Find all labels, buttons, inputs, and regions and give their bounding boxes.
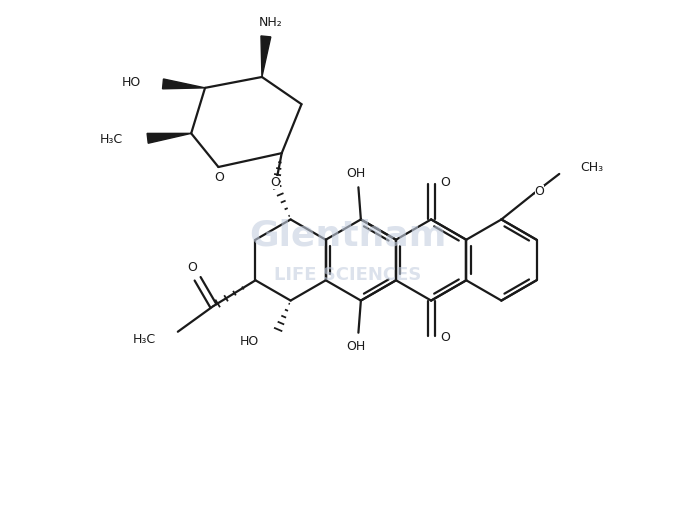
Text: O: O <box>535 185 544 198</box>
Polygon shape <box>261 36 271 77</box>
Text: OH: OH <box>347 167 365 180</box>
Text: H₃C: H₃C <box>132 333 156 346</box>
Text: O: O <box>270 176 280 189</box>
Text: H₃C: H₃C <box>100 133 123 146</box>
Text: O: O <box>214 172 224 185</box>
Text: OH: OH <box>347 340 365 353</box>
Text: O: O <box>188 262 198 275</box>
Polygon shape <box>147 133 191 143</box>
Text: HO: HO <box>240 335 260 348</box>
Text: CH₃: CH₃ <box>580 162 603 175</box>
Text: O: O <box>440 176 450 189</box>
Text: LIFE SCIENCES: LIFE SCIENCES <box>274 266 422 284</box>
Polygon shape <box>163 79 205 89</box>
Text: HO: HO <box>122 76 141 89</box>
Text: NH₂: NH₂ <box>259 16 283 29</box>
Text: Glentham: Glentham <box>249 218 447 252</box>
Text: O: O <box>440 331 450 344</box>
